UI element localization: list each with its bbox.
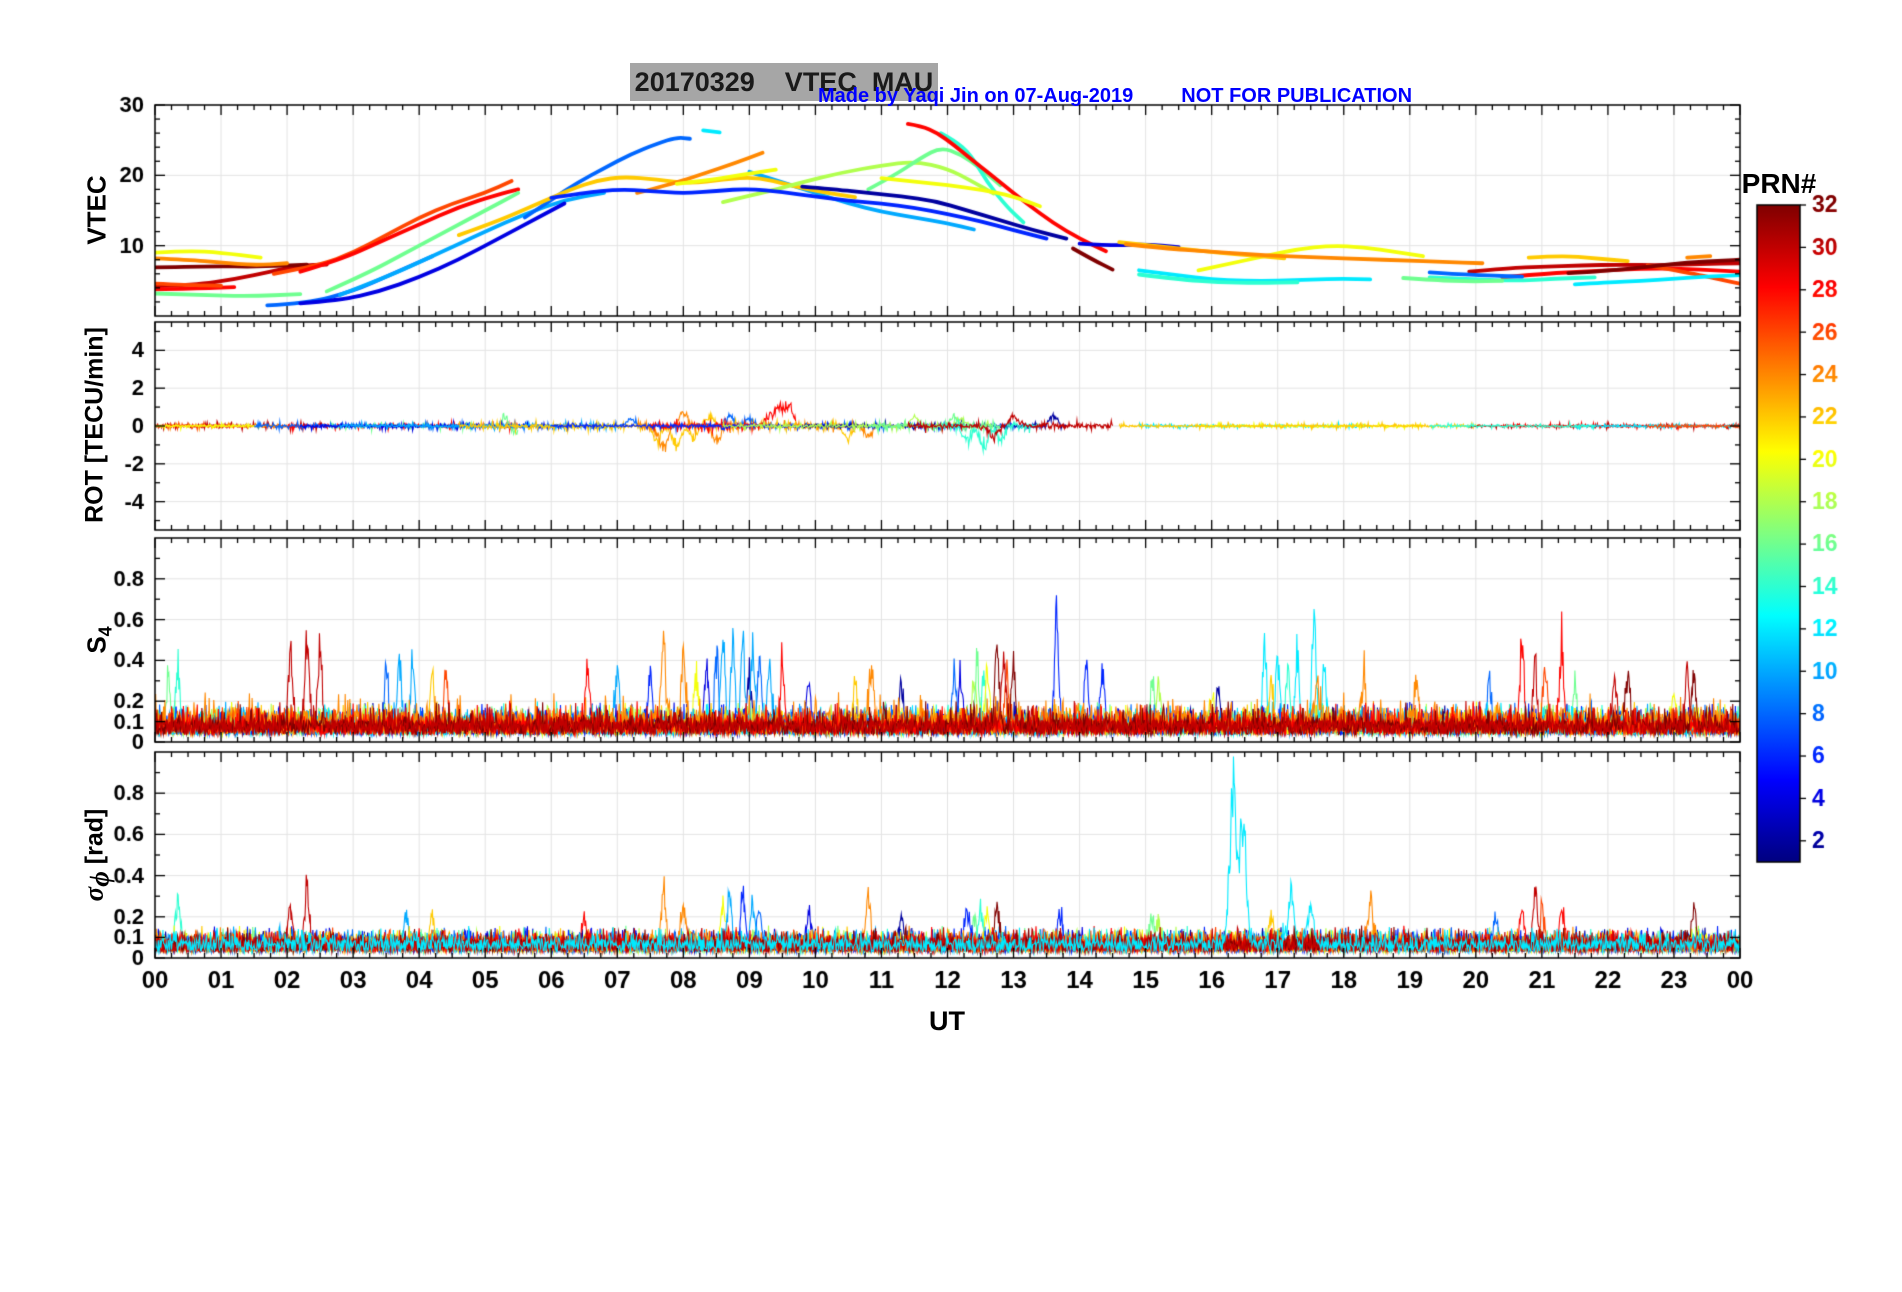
s4-axis-label: S4	[81, 626, 116, 654]
sigma-axis-label: σϕ [rad]	[78, 808, 115, 902]
x-axis-label: UT	[929, 1006, 965, 1036]
credit-made-by: Made by Yaqi Jin on 07-Aug-2019	[818, 85, 1134, 107]
colorbar-label: PRN#	[1741, 168, 1817, 199]
rot-axis-label: ROT [TECU/min]	[80, 327, 109, 523]
publication-notice: NOT FOR PUBLICATION	[1181, 85, 1413, 107]
chart-title: 20170329 VTEC MAU	[630, 63, 938, 101]
vtec-axis-label: VTEC	[81, 175, 112, 245]
credit-line: Made by Yaqi Jin on 07-Aug-2019 NOT FOR …	[818, 85, 1412, 108]
